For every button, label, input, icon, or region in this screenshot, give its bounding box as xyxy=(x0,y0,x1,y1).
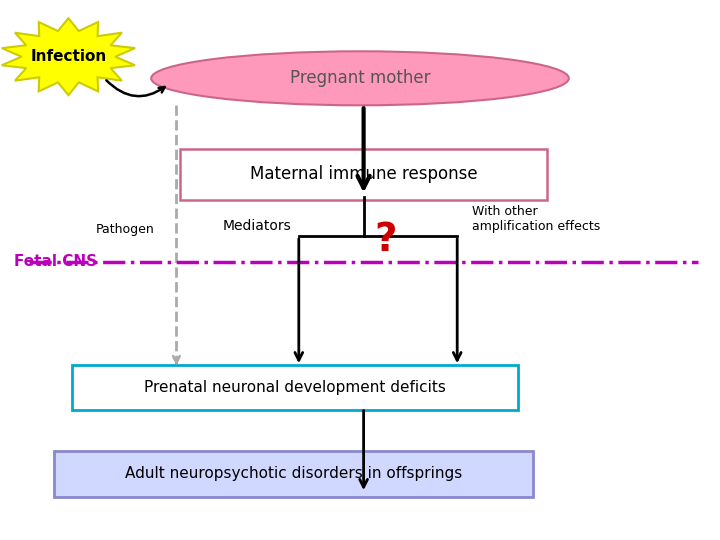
Text: Prenatal neuronal development deficits: Prenatal neuronal development deficits xyxy=(144,380,446,395)
Text: Infection: Infection xyxy=(30,49,107,64)
Ellipse shape xyxy=(151,51,569,105)
Text: Mediators: Mediators xyxy=(223,219,292,233)
Text: Fetal CNS: Fetal CNS xyxy=(14,254,97,269)
Polygon shape xyxy=(1,18,135,95)
Text: ?: ? xyxy=(374,221,397,259)
Text: Adult neuropsychotic disorders in offsprings: Adult neuropsychotic disorders in offspr… xyxy=(125,467,462,481)
FancyBboxPatch shape xyxy=(72,364,518,410)
Text: Maternal immune response: Maternal immune response xyxy=(250,165,477,183)
Text: With other
amplification effects: With other amplification effects xyxy=(472,205,600,233)
FancyBboxPatch shape xyxy=(180,148,547,200)
FancyBboxPatch shape xyxy=(54,451,533,497)
Text: Pathogen: Pathogen xyxy=(96,223,155,236)
Text: Pregnant mother: Pregnant mother xyxy=(289,69,431,87)
